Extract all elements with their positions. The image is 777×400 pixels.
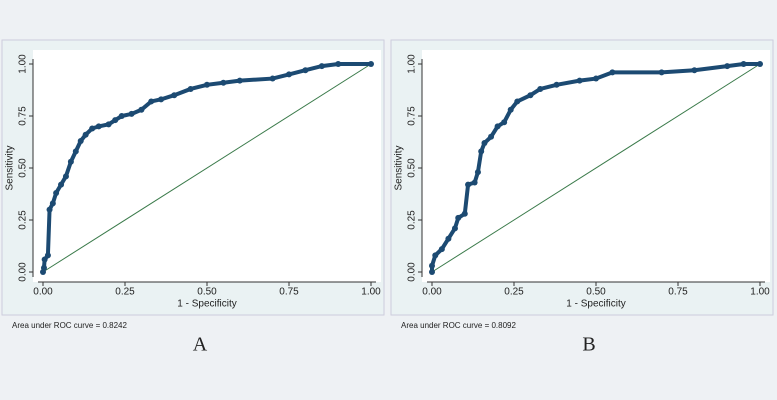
point [740, 61, 747, 67]
point [757, 61, 763, 67]
point [501, 119, 508, 126]
point [220, 79, 227, 86]
point [82, 131, 89, 138]
point [105, 121, 112, 128]
annotation: Area under ROC curve = 0.8242 [12, 321, 128, 330]
x-tick-label: 0.25 [504, 287, 524, 298]
point [514, 98, 521, 105]
point [40, 264, 47, 271]
x-tick-label: 0.25 [115, 287, 135, 298]
plot-area [33, 50, 381, 282]
point [527, 92, 534, 99]
point [658, 69, 665, 76]
point [58, 181, 65, 188]
x-axis-title: 1 - Specificity [177, 299, 236, 310]
panel-label: B [582, 334, 595, 356]
point [461, 210, 468, 217]
point [286, 71, 292, 78]
point [474, 169, 481, 176]
point [593, 75, 599, 82]
annotation: Area under ROC curve = 0.8092 [401, 321, 517, 330]
point [691, 67, 698, 74]
point [445, 235, 452, 242]
y-tick-label: 0.75 [407, 106, 418, 126]
point [335, 61, 342, 67]
series-line [42, 63, 372, 273]
y-tick-label: 0.50 [407, 158, 418, 178]
point [507, 106, 514, 113]
point [46, 206, 53, 213]
point [451, 225, 458, 232]
point [432, 252, 439, 259]
x-tick-label: 0.50 [586, 287, 606, 298]
y-tick-label: 0.50 [18, 158, 29, 178]
y-tick-label: 0.00 [18, 262, 29, 282]
point [148, 98, 155, 105]
x-tick-label: 0.75 [668, 287, 688, 298]
point [455, 214, 462, 221]
point [724, 63, 731, 70]
y-tick-label: 0.00 [407, 262, 418, 282]
y-tick-label: 0.75 [18, 106, 29, 126]
point [89, 125, 96, 132]
point [438, 246, 445, 253]
point [318, 63, 325, 70]
point [44, 252, 51, 259]
point [204, 81, 210, 88]
y-axis-title: Sensitivity [5, 145, 16, 190]
point [118, 113, 125, 119]
point [429, 269, 435, 275]
point [478, 148, 485, 155]
point [269, 75, 276, 82]
point [488, 133, 495, 140]
y-tick-label: 1.00 [407, 54, 418, 74]
point [49, 200, 56, 207]
point [158, 96, 165, 103]
point [77, 137, 84, 144]
point [429, 262, 435, 269]
point [609, 69, 616, 76]
y-tick-label: 0.25 [18, 210, 29, 230]
point [302, 67, 309, 74]
x-axis-title: 1 - Specificity [566, 299, 625, 310]
x-tick-label: 0.50 [197, 287, 217, 298]
x-tick-label: 1.00 [750, 287, 770, 298]
x-tick-label: 1.00 [361, 287, 381, 298]
point [537, 85, 544, 92]
point [112, 117, 119, 124]
point [553, 81, 560, 88]
x-tick-label: 0.00 [33, 287, 53, 298]
point [72, 148, 79, 155]
point [187, 85, 194, 92]
point [67, 158, 74, 165]
point [494, 123, 501, 130]
point [171, 92, 178, 99]
point [128, 110, 135, 117]
x-tick-label: 0.75 [279, 287, 299, 298]
point [481, 140, 488, 147]
panel-label: A [193, 334, 208, 356]
point [465, 181, 472, 188]
point [53, 189, 60, 196]
point [236, 77, 243, 84]
point [62, 173, 69, 180]
point [95, 123, 102, 130]
series-line [431, 63, 761, 273]
plot-area [422, 50, 770, 282]
x-tick-label: 0.00 [422, 287, 442, 298]
y-tick-label: 1.00 [18, 54, 29, 74]
y-axis-title: Sensitivity [394, 145, 405, 190]
point [41, 256, 48, 263]
y-tick-label: 0.25 [407, 210, 418, 230]
point [471, 179, 478, 186]
point [138, 106, 145, 113]
point [576, 77, 583, 84]
point [368, 61, 374, 67]
